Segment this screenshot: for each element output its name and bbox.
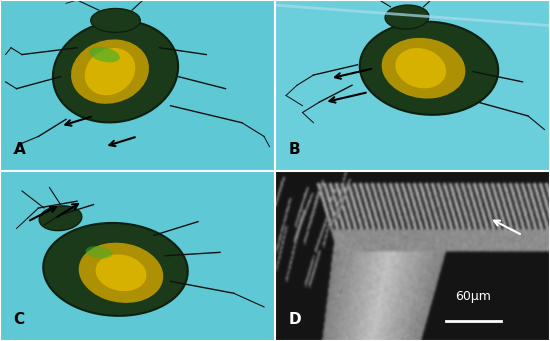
Ellipse shape	[91, 9, 140, 32]
Ellipse shape	[79, 243, 163, 303]
Ellipse shape	[53, 21, 178, 122]
Ellipse shape	[39, 206, 82, 231]
Ellipse shape	[89, 47, 120, 62]
Ellipse shape	[395, 48, 446, 88]
Ellipse shape	[85, 48, 135, 95]
Ellipse shape	[360, 21, 498, 115]
Ellipse shape	[43, 223, 188, 316]
Ellipse shape	[382, 38, 465, 99]
Ellipse shape	[96, 254, 146, 291]
Ellipse shape	[86, 246, 112, 259]
Text: D: D	[289, 312, 301, 327]
Text: C: C	[14, 312, 25, 327]
Ellipse shape	[71, 40, 149, 104]
Ellipse shape	[385, 5, 429, 29]
Text: B: B	[289, 142, 300, 157]
Text: 60μm: 60μm	[455, 291, 491, 303]
Text: A: A	[14, 142, 25, 157]
